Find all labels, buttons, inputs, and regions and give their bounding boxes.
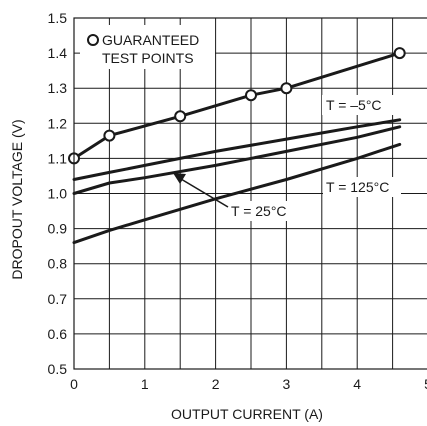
x-axis-title: OUTPUT CURRENT (A) xyxy=(171,406,323,422)
label-t-minus5-text: T = –5°C xyxy=(326,97,382,113)
test-point-marker xyxy=(393,47,406,60)
x-tick-label: 5 xyxy=(424,376,427,392)
y-tick-label: 1.2 xyxy=(48,115,68,131)
y-tick-label: 0.6 xyxy=(48,326,68,342)
series-line-2 xyxy=(72,125,402,195)
legend-line-1: GUARANTEED xyxy=(102,32,199,48)
label-t-125-background xyxy=(323,177,401,197)
y-tick-label: 0.5 xyxy=(48,361,68,377)
y-tick-label: 1.0 xyxy=(48,186,68,202)
test-point-marker xyxy=(174,110,187,123)
marker-layer xyxy=(68,47,406,165)
test-point-marker xyxy=(103,129,116,142)
plot-frame xyxy=(73,17,427,370)
label-t-125-text: T = 125°C xyxy=(326,179,389,195)
x-tick-label: 2 xyxy=(212,376,220,392)
label-t-25-text: T = 25°C xyxy=(231,203,287,219)
x-tick-label: 3 xyxy=(283,376,291,392)
label-t-125: T = 125°C xyxy=(323,177,401,197)
test-point-marker xyxy=(245,89,257,102)
x-tick-label: 1 xyxy=(141,376,149,392)
label-t-25: T = 25°C xyxy=(173,173,299,221)
label-t-minus5: T = –5°C xyxy=(322,95,402,115)
legend-background xyxy=(80,25,215,69)
label-t-25-arrow xyxy=(180,178,229,208)
arrow-head-icon xyxy=(173,173,186,184)
y-tick-label: 0.9 xyxy=(48,221,68,237)
label-t-minus5-background xyxy=(322,95,402,115)
y-tick-label: 1.5 xyxy=(48,10,68,26)
series-line-0 xyxy=(72,51,402,160)
y-tick-label: 1.4 xyxy=(48,45,68,61)
x-tick-label: 0 xyxy=(70,376,78,392)
x-tick-label: 4 xyxy=(353,376,361,392)
label-t-25-background xyxy=(227,201,299,221)
y-tick-label: 1.1 xyxy=(48,150,68,166)
legend-line-2: TEST POINTS xyxy=(102,50,194,66)
test-point-marker xyxy=(280,82,293,95)
legend-marker-icon xyxy=(87,34,99,46)
legend: GUARANTEED TEST POINTS xyxy=(80,25,215,69)
y-tick-label: 0.8 xyxy=(48,256,68,272)
y-axis-title: DROPOUT VOLTAGE (V) xyxy=(9,119,25,279)
y-tick-label: 1.3 xyxy=(48,80,68,96)
tick-labels: 0.5 0.6 0.7 0.8 0.9 1.0 1.1 1.2 1.3 1.4 1.5 0 1 2 3 4 5 xyxy=(48,10,427,392)
y-tick-label: 0.7 xyxy=(48,291,68,307)
series-line-1 xyxy=(72,118,402,181)
